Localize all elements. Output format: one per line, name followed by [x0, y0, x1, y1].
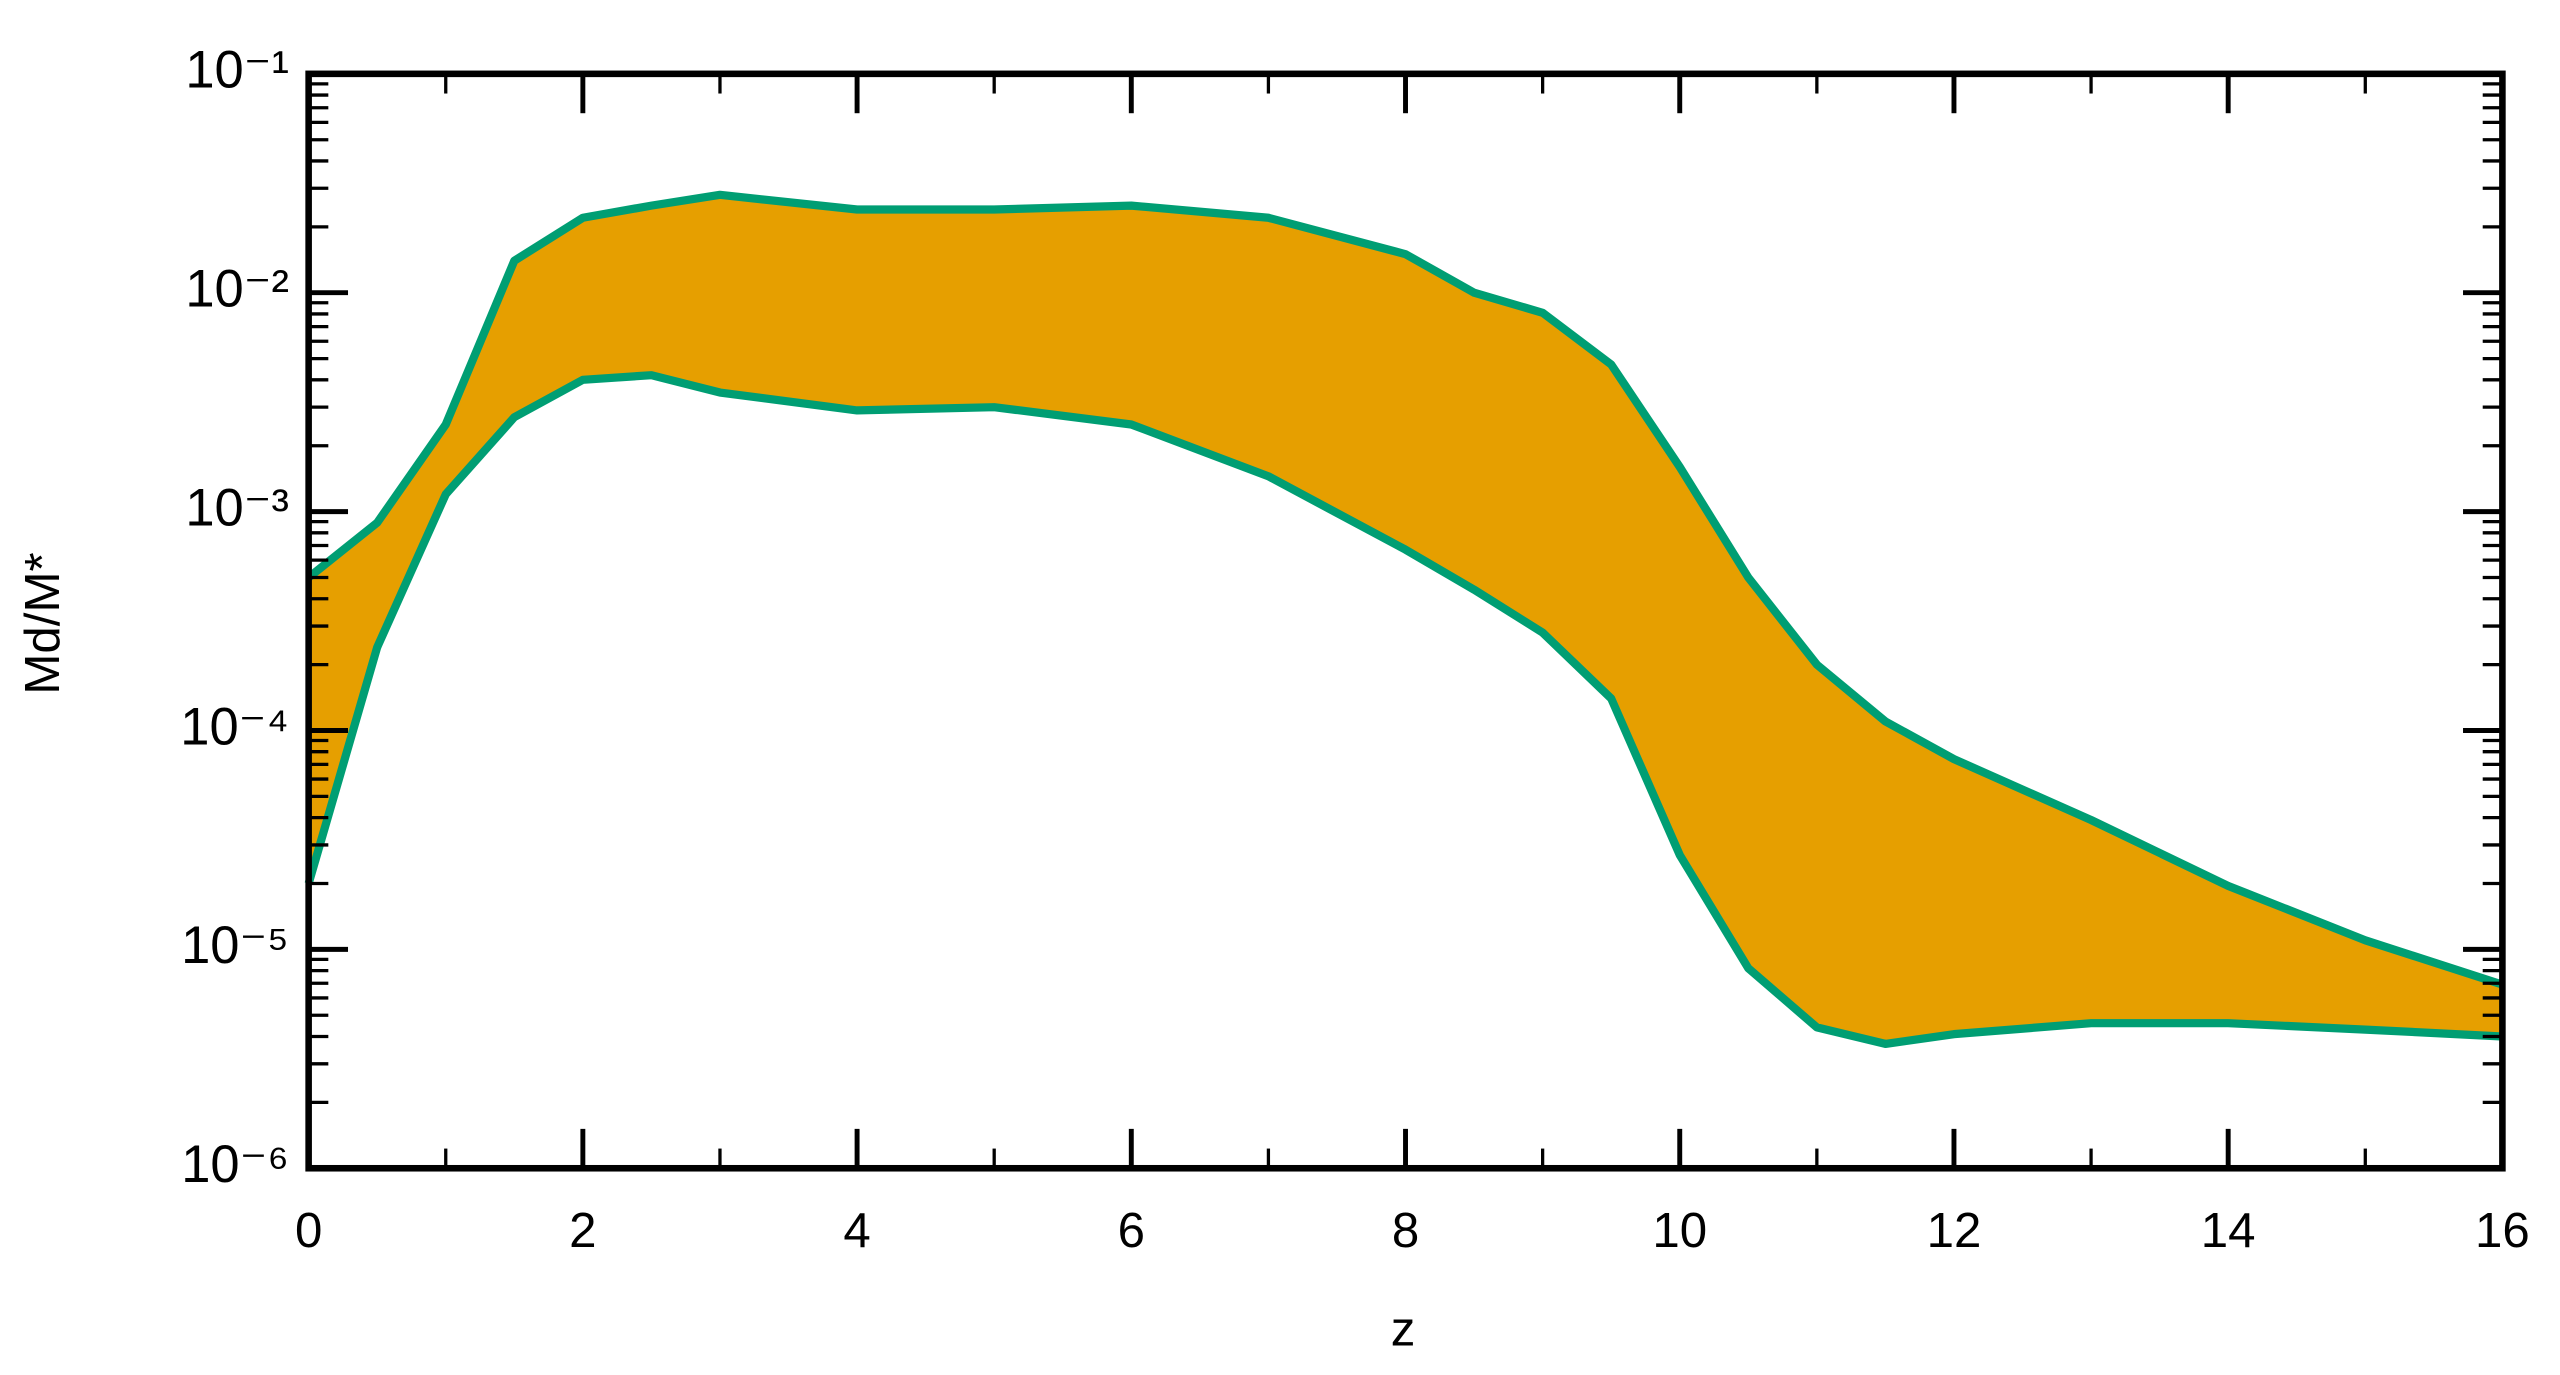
y-tick-label: 10⁻⁴: [180, 697, 289, 756]
x-tick-label: 10: [1652, 1203, 1707, 1258]
band-edge: [304, 371, 2503, 1048]
plot-frame: [305, 70, 2506, 1172]
x-axis-label: z: [1391, 1301, 1416, 1356]
y-tick-label: 10⁻³: [185, 478, 289, 537]
band-edge: [306, 190, 2504, 989]
y-tick-label: 10⁻⁶: [181, 1135, 289, 1194]
y-tick-label: 10⁻⁵: [181, 916, 289, 975]
x-tick-label: 0: [295, 1203, 322, 1258]
x-tick-label: 16: [2475, 1203, 2530, 1258]
x-tick-label: 14: [2201, 1203, 2256, 1258]
x-tick-label: 2: [569, 1203, 596, 1258]
x-tick-label: 8: [1392, 1203, 1419, 1258]
y-tick-label: 10⁻²: [185, 260, 289, 319]
y-tick-label: 10⁻¹: [185, 41, 289, 100]
x-tick-label: 4: [843, 1203, 870, 1258]
x-tick-label: 12: [1927, 1203, 1982, 1258]
y-axis-label: Md/M*: [15, 552, 70, 694]
x-tick-label: 6: [1118, 1203, 1145, 1258]
band-fill: [308, 194, 2503, 1044]
